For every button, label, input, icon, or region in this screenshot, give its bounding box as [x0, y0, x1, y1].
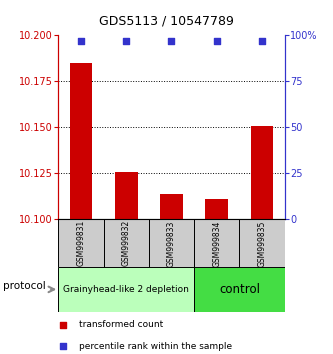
- Bar: [149, 219, 194, 267]
- Bar: [70, 63, 92, 219]
- Bar: [205, 199, 228, 219]
- Text: transformed count: transformed count: [79, 320, 163, 329]
- Point: [78, 38, 84, 44]
- Text: GDS5113 / 10547789: GDS5113 / 10547789: [99, 14, 234, 27]
- Text: protocol: protocol: [3, 281, 46, 291]
- Point: [60, 322, 66, 328]
- Text: GSM999834: GSM999834: [212, 220, 221, 267]
- Bar: [115, 172, 138, 219]
- Point: [259, 38, 265, 44]
- Text: GSM999835: GSM999835: [257, 220, 267, 267]
- Bar: [239, 219, 285, 267]
- Text: percentile rank within the sample: percentile rank within the sample: [79, 342, 232, 351]
- Bar: [194, 219, 239, 267]
- Text: GSM999833: GSM999833: [167, 220, 176, 267]
- Text: control: control: [219, 283, 260, 296]
- Bar: [160, 194, 183, 219]
- Point: [60, 343, 66, 349]
- Text: GSM999831: GSM999831: [76, 220, 86, 267]
- Bar: [251, 126, 273, 219]
- Text: GSM999832: GSM999832: [122, 220, 131, 267]
- Text: Grainyhead-like 2 depletion: Grainyhead-like 2 depletion: [63, 285, 189, 294]
- Bar: [194, 267, 285, 312]
- Point: [124, 38, 129, 44]
- Point: [214, 38, 219, 44]
- Bar: [58, 219, 104, 267]
- Bar: [58, 267, 194, 312]
- Bar: [104, 219, 149, 267]
- Point: [169, 38, 174, 44]
